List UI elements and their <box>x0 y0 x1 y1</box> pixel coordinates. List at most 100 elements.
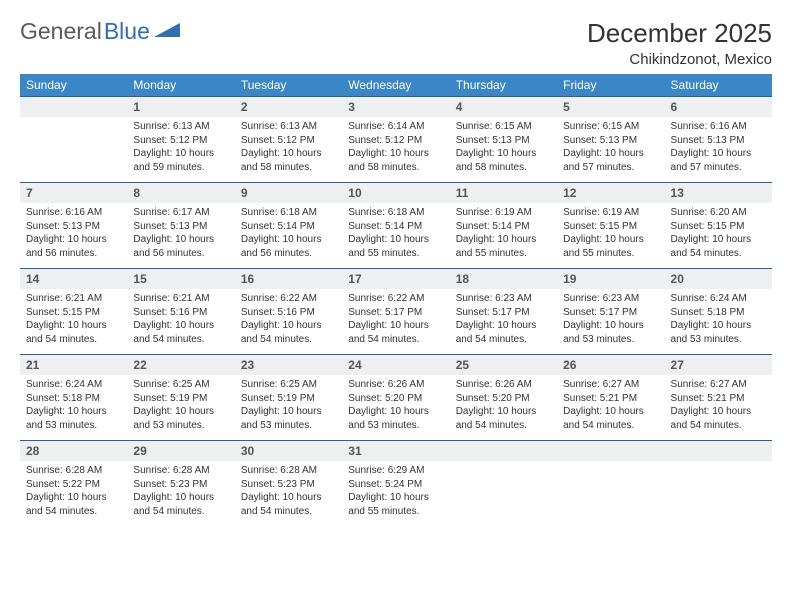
day-sr: Sunrise: 6:25 AM <box>241 378 336 392</box>
day-dl1: Daylight: 10 hours <box>26 491 121 505</box>
day-cell: 4Sunrise: 6:15 AMSunset: 5:13 PMDaylight… <box>450 96 557 182</box>
day-cell: 14Sunrise: 6:21 AMSunset: 5:15 PMDayligh… <box>20 268 127 354</box>
day-dl1: Daylight: 10 hours <box>348 147 443 161</box>
day-sr: Sunrise: 6:19 AM <box>563 206 658 220</box>
header: GeneralBlue December 2025 Chikindzonot, … <box>20 18 772 68</box>
day-body: Sunrise: 6:28 AMSunset: 5:23 PMDaylight:… <box>235 461 342 526</box>
day-ss: Sunset: 5:15 PM <box>563 220 658 234</box>
day-dl2: and 56 minutes. <box>26 247 121 261</box>
day-sr: Sunrise: 6:27 AM <box>563 378 658 392</box>
day-dl2: and 59 minutes. <box>133 161 228 175</box>
logo-text-1: General <box>20 18 102 45</box>
day-sr: Sunrise: 6:26 AM <box>348 378 443 392</box>
day-dl2: and 55 minutes. <box>348 247 443 261</box>
day-body: Sunrise: 6:15 AMSunset: 5:13 PMDaylight:… <box>450 117 557 182</box>
day-ss: Sunset: 5:14 PM <box>241 220 336 234</box>
day-sr: Sunrise: 6:27 AM <box>671 378 766 392</box>
day-sr: Sunrise: 6:16 AM <box>26 206 121 220</box>
day-body: Sunrise: 6:25 AMSunset: 5:19 PMDaylight:… <box>127 375 234 440</box>
day-cell: 22Sunrise: 6:25 AMSunset: 5:19 PMDayligh… <box>127 354 234 440</box>
day-cell: 20Sunrise: 6:24 AMSunset: 5:18 PMDayligh… <box>665 268 772 354</box>
day-dl1: Daylight: 10 hours <box>348 491 443 505</box>
calendar-page: GeneralBlue December 2025 Chikindzonot, … <box>0 0 792 526</box>
day-dl1: Daylight: 10 hours <box>671 147 766 161</box>
month-title: December 2025 <box>587 18 772 49</box>
day-number: 27 <box>665 354 772 375</box>
day-dl2: and 55 minutes. <box>456 247 551 261</box>
day-number: 22 <box>127 354 234 375</box>
day-cell: 17Sunrise: 6:22 AMSunset: 5:17 PMDayligh… <box>342 268 449 354</box>
day-number: 16 <box>235 268 342 289</box>
day-ss: Sunset: 5:18 PM <box>26 392 121 406</box>
day-body: Sunrise: 6:23 AMSunset: 5:17 PMDaylight:… <box>450 289 557 354</box>
day-sr: Sunrise: 6:13 AM <box>241 120 336 134</box>
day-sr: Sunrise: 6:25 AM <box>133 378 228 392</box>
day-sr: Sunrise: 6:13 AM <box>133 120 228 134</box>
day-cell: 24Sunrise: 6:26 AMSunset: 5:20 PMDayligh… <box>342 354 449 440</box>
day-body: Sunrise: 6:16 AMSunset: 5:13 PMDaylight:… <box>665 117 772 182</box>
day-dl1: Daylight: 10 hours <box>241 233 336 247</box>
day-number: 28 <box>20 440 127 461</box>
day-number: 17 <box>342 268 449 289</box>
day-number: 19 <box>557 268 664 289</box>
day-cell: 12Sunrise: 6:19 AMSunset: 5:15 PMDayligh… <box>557 182 664 268</box>
day-cell: 28Sunrise: 6:28 AMSunset: 5:22 PMDayligh… <box>20 440 127 526</box>
day-cell: 23Sunrise: 6:25 AMSunset: 5:19 PMDayligh… <box>235 354 342 440</box>
day-number: 14 <box>20 268 127 289</box>
day-cell: 8Sunrise: 6:17 AMSunset: 5:13 PMDaylight… <box>127 182 234 268</box>
day-sr: Sunrise: 6:23 AM <box>563 292 658 306</box>
day-cell: 25Sunrise: 6:26 AMSunset: 5:20 PMDayligh… <box>450 354 557 440</box>
day-ss: Sunset: 5:21 PM <box>563 392 658 406</box>
day-dl2: and 53 minutes. <box>563 333 658 347</box>
day-body: Sunrise: 6:16 AMSunset: 5:13 PMDaylight:… <box>20 203 127 268</box>
day-body: Sunrise: 6:22 AMSunset: 5:16 PMDaylight:… <box>235 289 342 354</box>
day-dl2: and 57 minutes. <box>671 161 766 175</box>
day-number: 10 <box>342 182 449 203</box>
day-cell: 31Sunrise: 6:29 AMSunset: 5:24 PMDayligh… <box>342 440 449 526</box>
day-dl2: and 54 minutes. <box>671 247 766 261</box>
day-number: 30 <box>235 440 342 461</box>
day-ss: Sunset: 5:13 PM <box>563 134 658 148</box>
day-dl2: and 54 minutes. <box>241 505 336 519</box>
day-dl2: and 54 minutes. <box>133 333 228 347</box>
day-sr: Sunrise: 6:14 AM <box>348 120 443 134</box>
day-body: Sunrise: 6:26 AMSunset: 5:20 PMDaylight:… <box>342 375 449 440</box>
day-sr: Sunrise: 6:21 AM <box>26 292 121 306</box>
day-body: Sunrise: 6:13 AMSunset: 5:12 PMDaylight:… <box>127 117 234 182</box>
location: Chikindzonot, Mexico <box>587 51 772 68</box>
day-body: Sunrise: 6:20 AMSunset: 5:15 PMDaylight:… <box>665 203 772 268</box>
day-dl1: Daylight: 10 hours <box>563 233 658 247</box>
day-number: 5 <box>557 96 664 117</box>
day-cell: 7Sunrise: 6:16 AMSunset: 5:13 PMDaylight… <box>20 182 127 268</box>
day-body: Sunrise: 6:13 AMSunset: 5:12 PMDaylight:… <box>235 117 342 182</box>
day-dl2: and 54 minutes. <box>456 333 551 347</box>
day-dl1: Daylight: 10 hours <box>133 233 228 247</box>
day-ss: Sunset: 5:13 PM <box>456 134 551 148</box>
day-ss: Sunset: 5:21 PM <box>671 392 766 406</box>
day-cell <box>557 440 664 526</box>
day-dl1: Daylight: 10 hours <box>26 405 121 419</box>
day-dl1: Daylight: 10 hours <box>241 405 336 419</box>
day-sr: Sunrise: 6:28 AM <box>241 464 336 478</box>
day-dl2: and 53 minutes. <box>26 419 121 433</box>
day-body: Sunrise: 6:14 AMSunset: 5:12 PMDaylight:… <box>342 117 449 182</box>
day-ss: Sunset: 5:14 PM <box>348 220 443 234</box>
day-dl2: and 53 minutes. <box>241 419 336 433</box>
day-number: 9 <box>235 182 342 203</box>
day-dl1: Daylight: 10 hours <box>348 233 443 247</box>
day-cell: 10Sunrise: 6:18 AMSunset: 5:14 PMDayligh… <box>342 182 449 268</box>
day-dl1: Daylight: 10 hours <box>348 405 443 419</box>
day-ss: Sunset: 5:19 PM <box>133 392 228 406</box>
day-sr: Sunrise: 6:24 AM <box>671 292 766 306</box>
day-dl2: and 54 minutes. <box>456 419 551 433</box>
logo: GeneralBlue <box>20 18 180 45</box>
title-block: December 2025 Chikindzonot, Mexico <box>587 18 772 68</box>
day-ss: Sunset: 5:14 PM <box>456 220 551 234</box>
day-body: Sunrise: 6:27 AMSunset: 5:21 PMDaylight:… <box>557 375 664 440</box>
day-number <box>450 440 557 461</box>
day-number <box>557 440 664 461</box>
day-dl1: Daylight: 10 hours <box>133 319 228 333</box>
day-ss: Sunset: 5:12 PM <box>241 134 336 148</box>
day-dl2: and 53 minutes. <box>671 333 766 347</box>
day-dl1: Daylight: 10 hours <box>26 319 121 333</box>
